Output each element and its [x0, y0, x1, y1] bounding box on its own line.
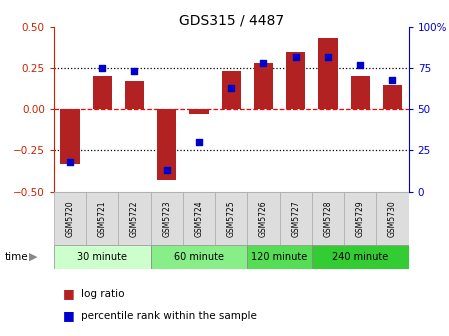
- Bar: [254, 63, 273, 109]
- Bar: [312, 245, 409, 269]
- Text: 30 minute: 30 minute: [77, 252, 127, 262]
- Point: [260, 60, 267, 66]
- Point: [99, 66, 106, 71]
- Bar: [286, 51, 305, 109]
- Text: GSM5721: GSM5721: [98, 200, 107, 237]
- Text: 240 minute: 240 minute: [332, 252, 388, 262]
- Bar: [60, 109, 79, 164]
- Bar: [92, 76, 112, 109]
- Bar: [54, 192, 86, 245]
- Text: GSM5729: GSM5729: [356, 200, 365, 237]
- Bar: [119, 192, 150, 245]
- Text: GSM5727: GSM5727: [291, 200, 300, 237]
- Text: GSM5726: GSM5726: [259, 200, 268, 237]
- Point: [357, 62, 364, 68]
- Point: [131, 69, 138, 74]
- Point: [66, 159, 74, 165]
- Text: GSM5720: GSM5720: [66, 200, 75, 237]
- Point: [163, 167, 170, 173]
- Bar: [247, 192, 280, 245]
- Bar: [54, 245, 150, 269]
- Point: [324, 54, 331, 59]
- Bar: [383, 85, 402, 109]
- Text: GSM5724: GSM5724: [194, 200, 203, 237]
- Bar: [215, 192, 247, 245]
- Bar: [351, 76, 370, 109]
- Point: [228, 85, 235, 90]
- Bar: [312, 192, 344, 245]
- Text: ■: ■: [63, 288, 75, 300]
- Point: [389, 77, 396, 82]
- Bar: [280, 192, 312, 245]
- Bar: [318, 38, 338, 109]
- Text: GSM5723: GSM5723: [162, 200, 171, 237]
- Text: GSM5728: GSM5728: [323, 200, 332, 237]
- Bar: [247, 245, 312, 269]
- Text: GSM5730: GSM5730: [388, 200, 397, 237]
- Bar: [189, 109, 209, 114]
- Text: ▶: ▶: [30, 252, 38, 262]
- Bar: [183, 192, 215, 245]
- Bar: [376, 192, 409, 245]
- Text: GDS315 / 4487: GDS315 / 4487: [179, 13, 284, 28]
- Bar: [150, 245, 247, 269]
- Text: time: time: [4, 252, 28, 262]
- Text: 120 minute: 120 minute: [251, 252, 308, 262]
- Bar: [86, 192, 119, 245]
- Bar: [221, 71, 241, 109]
- Text: percentile rank within the sample: percentile rank within the sample: [81, 311, 257, 321]
- Point: [292, 54, 299, 59]
- Text: log ratio: log ratio: [81, 289, 124, 299]
- Text: 60 minute: 60 minute: [174, 252, 224, 262]
- Bar: [150, 192, 183, 245]
- Bar: [157, 109, 176, 180]
- Text: ■: ■: [63, 309, 75, 322]
- Text: GSM5725: GSM5725: [227, 200, 236, 237]
- Text: GSM5722: GSM5722: [130, 200, 139, 237]
- Point: [195, 139, 202, 145]
- Bar: [344, 192, 376, 245]
- Bar: [125, 81, 144, 109]
